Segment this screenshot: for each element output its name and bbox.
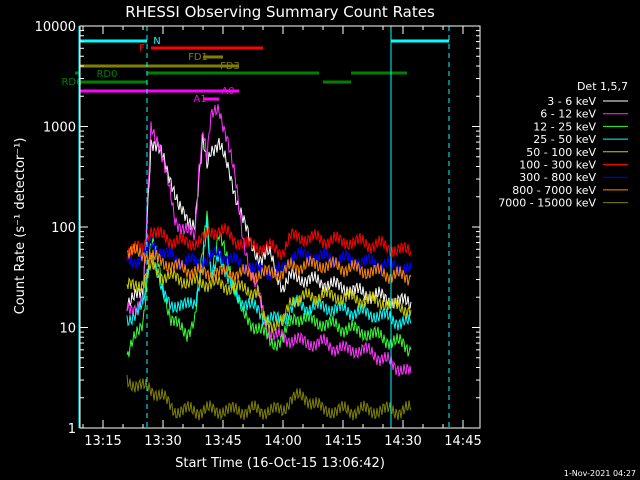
x-axis-label: Start Time (16-Oct-15 13:06:42) (175, 456, 385, 471)
chart-title: RHESSI Observing Summary Count Rates (125, 3, 435, 21)
x-tick-label: 14:00 (264, 434, 301, 449)
y-tick-label: 10000 (35, 20, 76, 35)
legend-label: 800 - 7000 keV (512, 184, 596, 197)
legend-label: 100 - 300 keV (519, 159, 596, 172)
annotation-label: FD3 (220, 61, 240, 72)
annotation-label: N (153, 36, 160, 47)
x-tick-label: 13:15 (84, 434, 121, 449)
legend-label: 12 - 25 keV (533, 120, 596, 133)
legend-label: 6 - 12 keV (540, 108, 596, 121)
legend-label: 300 - 800 keV (519, 171, 596, 184)
legend-label: 25 - 50 keV (533, 133, 596, 146)
legend-label: 3 - 6 keV (547, 95, 596, 108)
y-tick-label: 10 (59, 322, 76, 337)
annotation-label: F (139, 43, 145, 54)
series-line (126, 133, 412, 312)
x-tick-label: 13:30 (144, 434, 181, 449)
x-tick-label: 14:30 (384, 434, 421, 449)
y-tick-label: 100 (51, 221, 76, 236)
series-line (126, 210, 412, 358)
x-tick-label: 13:45 (204, 434, 241, 449)
series-line (126, 217, 412, 331)
legend-label: 50 - 100 keV (526, 146, 596, 159)
plot-frame (79, 25, 481, 429)
annotation-label: A0 (221, 86, 234, 97)
series-line (126, 374, 412, 421)
annotation-label: RD6 (61, 77, 82, 88)
x-tick-label: 14:15 (324, 434, 361, 449)
series-line (126, 223, 412, 261)
annotation-label: FD1 (188, 52, 208, 63)
series-line (126, 243, 412, 286)
date-stamp: 1-Nov-2021 04:27 (564, 469, 636, 478)
annotation-label: RD0 (96, 69, 117, 80)
y-tick-label: 1 (68, 422, 76, 437)
y-axis-label: Count Rate (s⁻¹ detector⁻¹) (13, 138, 28, 315)
legend-title: Det 1,5,7 (577, 80, 628, 93)
y-tick-label: 1000 (43, 121, 76, 136)
annotation-label: A1 (193, 94, 206, 105)
x-tick-label: 14:45 (444, 434, 481, 449)
legend-label: 7000 - 15000 keV (498, 197, 596, 210)
